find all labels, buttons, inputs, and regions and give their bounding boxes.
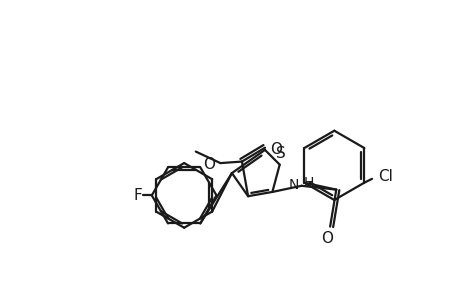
Text: Cl: Cl xyxy=(377,169,392,184)
Text: N: N xyxy=(288,178,299,192)
Text: S: S xyxy=(276,146,285,161)
Text: H: H xyxy=(303,176,313,190)
Text: O: O xyxy=(269,142,281,157)
Text: O: O xyxy=(203,157,215,172)
Text: O: O xyxy=(320,231,332,246)
Text: F: F xyxy=(133,188,142,203)
